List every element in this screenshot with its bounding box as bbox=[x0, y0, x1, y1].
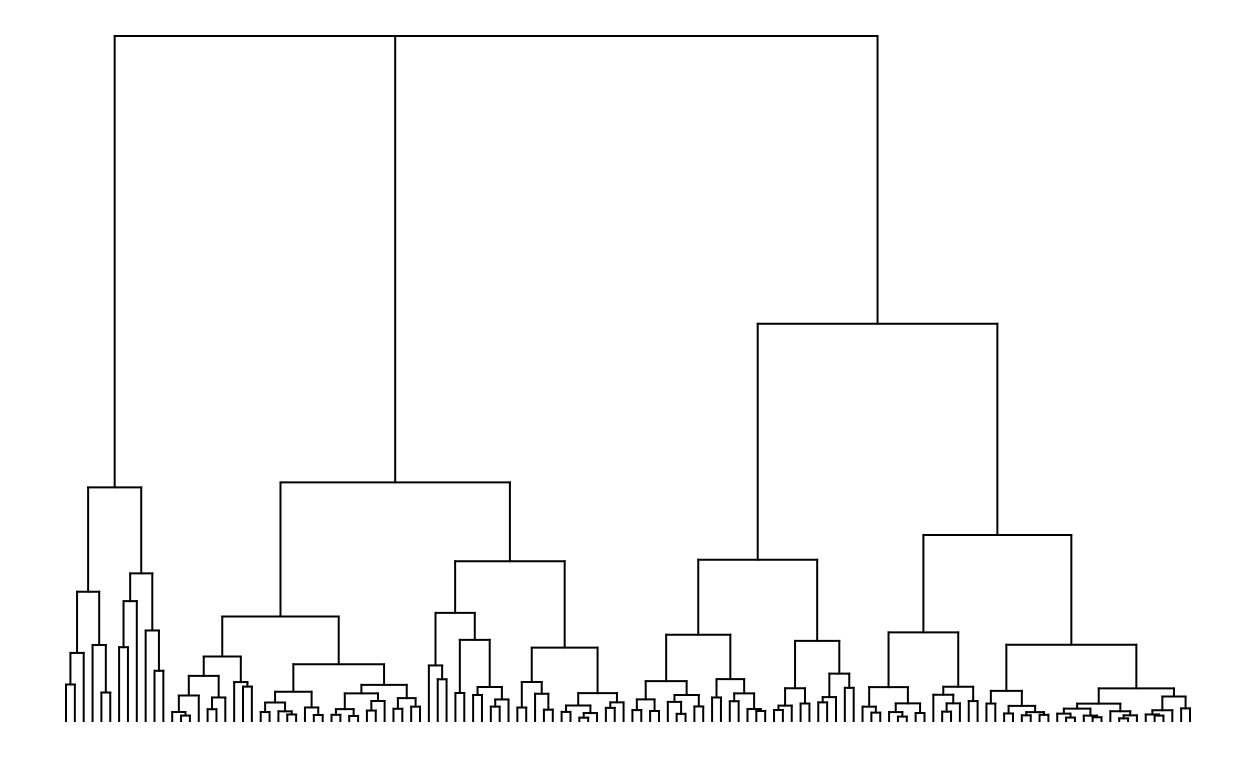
dendrogram-plot bbox=[65, 35, 1191, 722]
dendrogram-figure bbox=[65, 35, 1191, 722]
